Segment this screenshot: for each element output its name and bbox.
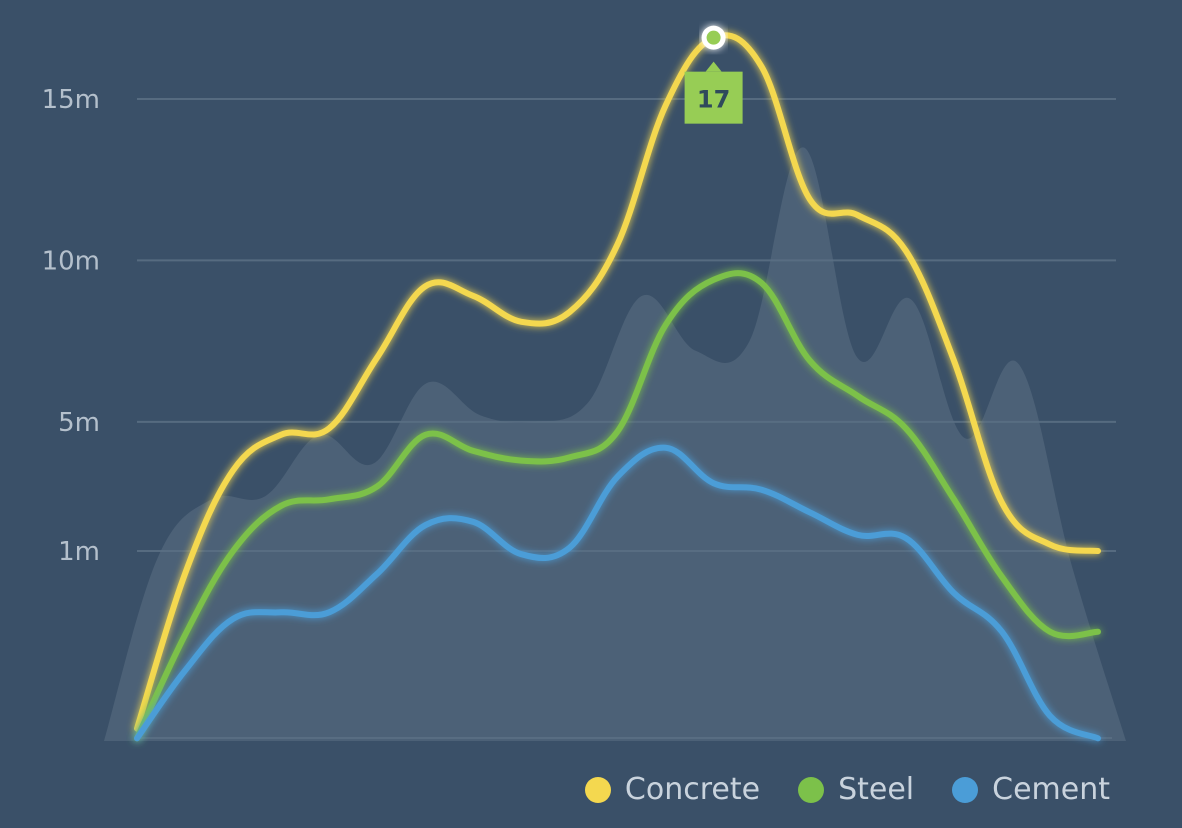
legend-swatch	[952, 776, 979, 803]
legend-label: Cement	[992, 772, 1110, 807]
chart-legend: Concrete Steel Cement	[584, 772, 1110, 807]
tooltip-box	[684, 71, 743, 124]
series-line-steel[interactable]	[134, 270, 1101, 742]
tooltip-point[interactable]	[706, 30, 721, 45]
tooltip-pointer	[705, 61, 722, 72]
tooltip-value: 17	[697, 86, 730, 114]
legend-item-steel[interactable]: Steel	[798, 772, 914, 807]
y-tick-label: 1m	[58, 537, 100, 567]
y-tick-label: 10m	[42, 246, 100, 276]
legend-swatch	[584, 776, 611, 803]
y-tick-label: 5m	[58, 408, 100, 438]
legend-label: Concrete	[624, 772, 761, 807]
legend-item-concrete[interactable]: Concrete	[584, 772, 761, 807]
legend-item-cement[interactable]: Cement	[952, 772, 1110, 807]
legend-swatch	[798, 776, 825, 803]
series-line-concrete[interactable]	[134, 32, 1101, 732]
series-line-cement[interactable]	[134, 444, 1101, 742]
legend-label: Steel	[838, 772, 915, 807]
y-tick-label: 15m	[42, 85, 100, 115]
